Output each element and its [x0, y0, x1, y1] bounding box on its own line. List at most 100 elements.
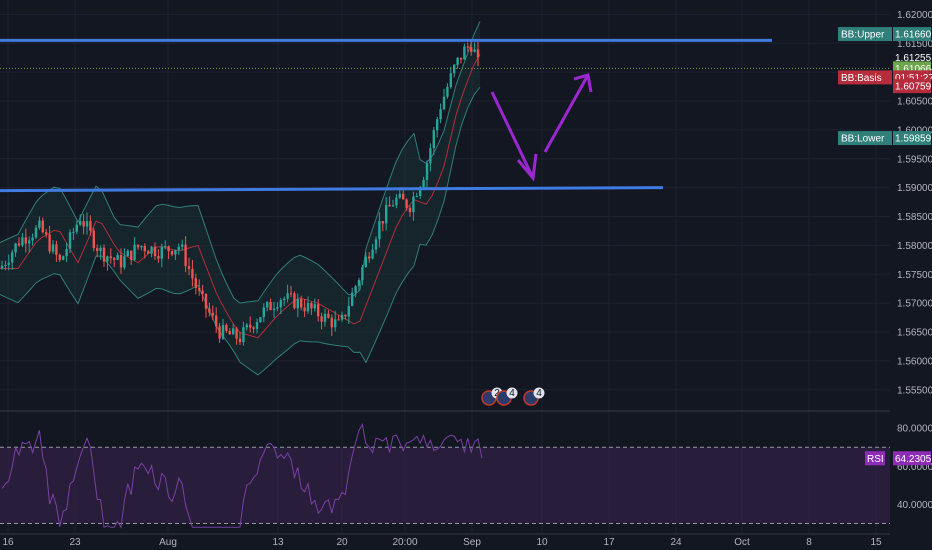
candle-body	[14, 243, 17, 253]
event-count: 4	[509, 388, 515, 399]
candle-body	[395, 197, 398, 206]
candle-body	[187, 266, 191, 269]
candle-body	[194, 278, 197, 288]
rsi-value-bg	[893, 451, 931, 466]
time-tick-label: 13	[272, 537, 284, 548]
candle-body	[89, 221, 92, 231]
time-axis[interactable]: 16 23 Aug 13 20 20:00 Sep 10 17 24 Oct 8 15	[2, 537, 882, 548]
candle-body	[133, 244, 136, 260]
candle-body	[164, 246, 167, 248]
candle-body	[208, 308, 211, 313]
price-tick-label: 1.55500	[897, 385, 932, 396]
indicator-tag	[838, 70, 892, 85]
price-tick-label: 1.59500	[897, 154, 932, 165]
event-count: 4	[536, 388, 542, 399]
indicator-tag	[838, 131, 892, 146]
candle-body	[0, 265, 4, 269]
candle-body	[459, 57, 463, 60]
candle-body	[473, 49, 476, 52]
candle-body	[106, 256, 109, 262]
candle-body	[303, 307, 306, 312]
candle-body	[82, 221, 85, 227]
candle-body	[153, 246, 157, 257]
candle-body	[402, 193, 405, 200]
candle-body	[279, 300, 282, 308]
price-tick-label: 1.57500	[897, 270, 932, 281]
candle-body	[11, 252, 14, 263]
candle-body	[150, 246, 153, 254]
candle-body	[143, 246, 146, 252]
candle-body	[286, 293, 289, 299]
price-label-text: 1.61660	[895, 30, 932, 41]
price-tick-label: 1.57000	[897, 299, 932, 310]
candle-body	[235, 328, 238, 339]
candle-body	[7, 262, 10, 265]
candle-body	[102, 247, 106, 262]
candle-body	[119, 254, 123, 268]
price-label-text: 1.61066	[895, 64, 932, 75]
trend-lines[interactable]	[0, 38, 890, 193]
event-count-badge	[533, 387, 545, 399]
candle-body	[466, 46, 469, 48]
candle-body	[28, 240, 31, 244]
candle-body	[48, 234, 51, 252]
candle-body	[225, 324, 228, 332]
price-axis[interactable]: 1.620001.615001.610001.605001.600001.595…	[838, 10, 932, 511]
candle-body	[198, 287, 201, 291]
indicator-tag-text: BB:Upper	[841, 30, 885, 41]
candle-body	[422, 179, 425, 188]
bollinger-bands	[0, 21, 481, 376]
candle-body	[130, 250, 133, 260]
candle-body	[62, 256, 65, 260]
time-tick-label: 24	[670, 537, 682, 548]
candle-body	[425, 163, 429, 180]
candle-body	[245, 324, 248, 328]
candle-body	[476, 49, 480, 58]
candle-body	[449, 73, 452, 87]
candle-body	[242, 327, 245, 343]
candle-body	[72, 231, 75, 233]
time-tick-label: 16	[2, 537, 14, 548]
indicator-tag-text: BB:Basis	[841, 73, 882, 84]
candle-body	[439, 109, 442, 120]
event-marker[interactable]: 4	[523, 387, 545, 406]
candle-body	[317, 304, 320, 317]
price-label-bg	[893, 79, 931, 94]
candle-body	[266, 302, 269, 308]
candle-body	[371, 249, 374, 259]
rsi-band-fill	[0, 447, 890, 524]
candle-body	[160, 246, 163, 259]
rsi-tick-label: 40.0000	[897, 500, 932, 511]
arrow-up-head	[573, 73, 593, 93]
candle-body	[364, 256, 367, 267]
price-tick-label: 1.60500	[897, 97, 932, 108]
price-label-text: 1.60759	[895, 82, 932, 93]
event-marker[interactable]: 4	[496, 387, 518, 406]
candle-body	[361, 266, 364, 280]
candle-body	[354, 286, 357, 293]
candle-body	[238, 338, 242, 343]
grid	[0, 0, 890, 535]
candle-body	[215, 315, 218, 327]
candle-body	[463, 46, 466, 60]
candle-body	[65, 248, 68, 257]
candle-body	[334, 319, 337, 328]
candle-body	[323, 313, 327, 322]
time-tick-label: 15	[870, 537, 882, 548]
candle-body	[41, 220, 44, 233]
candle-body	[374, 239, 378, 250]
price-label-text: 1.61255	[895, 53, 932, 64]
projection-arrows[interactable]	[490, 73, 593, 182]
candle-body	[167, 246, 170, 251]
candle-body	[255, 322, 259, 329]
candle-body	[289, 293, 293, 295]
candle-body	[4, 264, 7, 266]
event-count-badge	[506, 387, 518, 399]
candle-body	[283, 298, 286, 301]
candle-body	[157, 256, 160, 259]
candle-body	[218, 326, 221, 339]
candle-body	[147, 251, 150, 254]
